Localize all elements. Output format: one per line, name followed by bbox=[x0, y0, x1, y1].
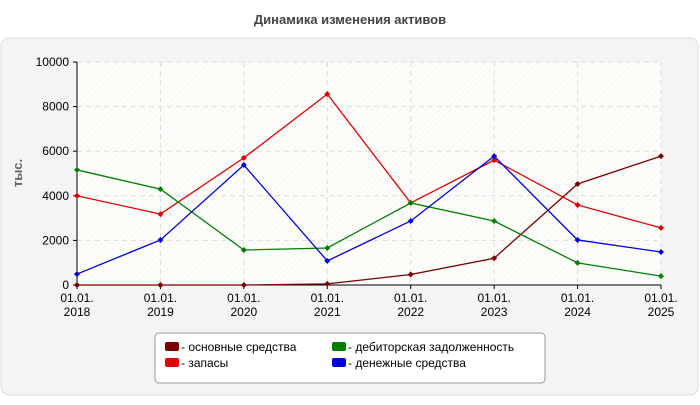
point bbox=[574, 180, 581, 187]
legend-swatch bbox=[332, 358, 346, 367]
point bbox=[324, 91, 331, 98]
x-tick-line: 2025 bbox=[648, 305, 675, 319]
x-tick-line: 01.01. bbox=[60, 291, 93, 305]
y-axis-label: тыс. bbox=[10, 159, 25, 187]
point bbox=[324, 257, 331, 264]
point bbox=[240, 282, 247, 288]
point bbox=[157, 186, 164, 193]
series-line bbox=[76, 93, 662, 229]
point bbox=[74, 282, 80, 288]
point bbox=[240, 246, 247, 253]
point bbox=[658, 273, 664, 280]
x-tick-label: 01.01. 2024 bbox=[561, 291, 594, 319]
x-tick-line: 01.01. bbox=[644, 291, 677, 305]
y-tick-label: 6000 bbox=[42, 144, 69, 158]
point bbox=[407, 199, 414, 206]
point bbox=[491, 153, 498, 160]
point bbox=[240, 154, 247, 161]
x-tick-line: 2022 bbox=[397, 305, 424, 319]
x-tick-line: 2018 bbox=[64, 305, 91, 319]
x-tick-line: 2024 bbox=[564, 305, 591, 319]
legend bbox=[154, 332, 546, 384]
series-line bbox=[76, 155, 662, 275]
series-line bbox=[76, 169, 662, 277]
x-tick-line: 2019 bbox=[147, 305, 174, 319]
legend-label: - дебиторская задолженность bbox=[348, 340, 514, 354]
chart-title: Динамика изменения активов bbox=[254, 12, 446, 27]
x-tick-label: 01.01. 2021 bbox=[311, 291, 344, 319]
legend-swatch bbox=[165, 358, 179, 367]
y-tick-label: 0 bbox=[62, 278, 69, 292]
point bbox=[407, 217, 414, 224]
point bbox=[658, 153, 664, 160]
x-tick-line: 2020 bbox=[231, 305, 258, 319]
x-tick-label: 01.01. 2023 bbox=[477, 291, 510, 319]
point bbox=[324, 244, 331, 251]
point bbox=[491, 157, 498, 164]
point bbox=[491, 217, 498, 224]
point bbox=[240, 162, 247, 169]
point bbox=[157, 236, 164, 243]
y-tick-label: 2000 bbox=[42, 233, 69, 247]
x-tick-line: 2021 bbox=[314, 305, 341, 319]
point bbox=[658, 224, 664, 231]
y-tick-label: 8000 bbox=[42, 100, 69, 114]
x-tick-line: 01.01. bbox=[477, 291, 510, 305]
x-tick-line: 01.01. bbox=[227, 291, 260, 305]
x-tick-line: 2023 bbox=[481, 305, 508, 319]
x-tick-line: 01.01. bbox=[311, 291, 344, 305]
legend-label: - запасы bbox=[181, 356, 228, 370]
legend-swatch bbox=[332, 342, 346, 351]
x-tick-line: 01.01. bbox=[144, 291, 177, 305]
series-line bbox=[77, 155, 662, 286]
point bbox=[658, 248, 664, 255]
point bbox=[74, 271, 80, 278]
x-tick-label: 01.01. 2025 bbox=[644, 291, 677, 319]
legend-swatch bbox=[165, 342, 179, 351]
y-tick-label: 4000 bbox=[42, 189, 69, 203]
point bbox=[74, 166, 80, 173]
point bbox=[574, 201, 581, 208]
point bbox=[491, 255, 498, 262]
point bbox=[157, 282, 164, 288]
x-tick-line: 01.01. bbox=[394, 291, 427, 305]
legend-label: - денежные средства bbox=[348, 356, 466, 370]
x-tick-label: 01.01. 2020 bbox=[227, 291, 260, 319]
point bbox=[324, 280, 331, 287]
point bbox=[574, 259, 581, 266]
x-tick-line: 01.01. bbox=[561, 291, 594, 305]
legend-label: - основные средства bbox=[181, 340, 297, 354]
x-tick-label: 01.01. 2022 bbox=[394, 291, 427, 319]
point bbox=[74, 192, 80, 199]
point bbox=[574, 236, 581, 243]
plot-area bbox=[77, 62, 661, 285]
y-tick-label: 10000 bbox=[36, 55, 70, 69]
x-tick-label: 01.01. 2019 bbox=[144, 291, 177, 319]
point bbox=[157, 211, 164, 218]
point bbox=[407, 271, 414, 278]
x-tick-label: 01.01. 2018 bbox=[60, 291, 93, 319]
